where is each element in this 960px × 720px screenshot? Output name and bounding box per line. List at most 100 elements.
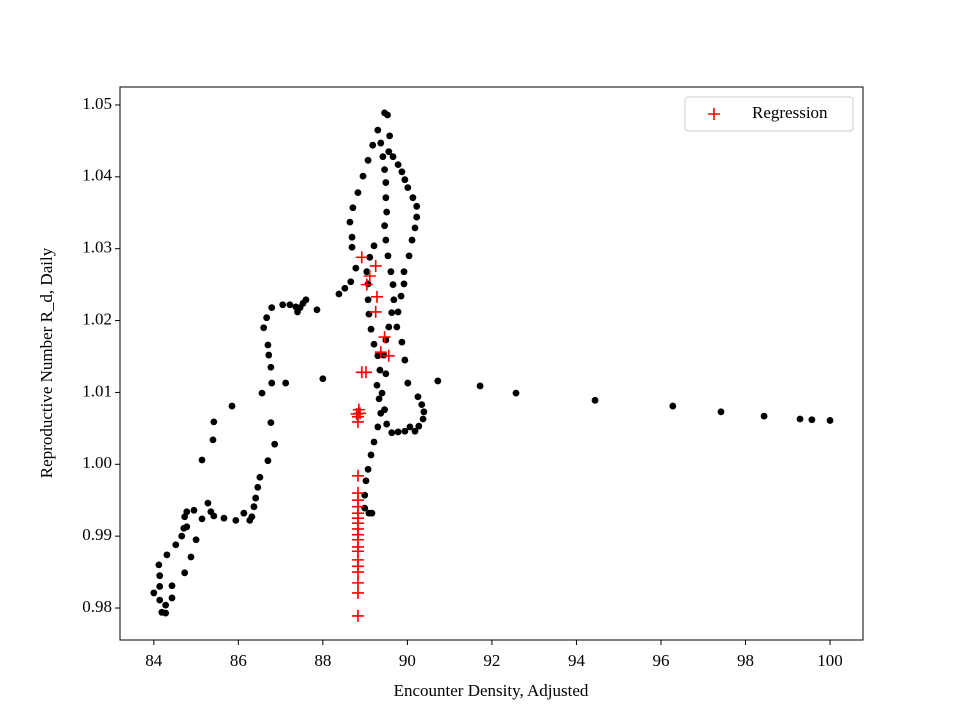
point bbox=[319, 375, 327, 383]
point bbox=[400, 280, 408, 288]
point bbox=[404, 379, 412, 387]
y-tick-label: 1.00 bbox=[82, 453, 112, 472]
point bbox=[341, 284, 349, 292]
point bbox=[351, 469, 364, 482]
point bbox=[398, 338, 406, 346]
point bbox=[379, 153, 387, 161]
y-axis-label: Reproductive Number R_d, Daily bbox=[37, 247, 56, 478]
point bbox=[418, 401, 426, 409]
point bbox=[374, 346, 387, 359]
point bbox=[369, 305, 382, 318]
point bbox=[155, 561, 163, 569]
point bbox=[366, 253, 374, 261]
point bbox=[210, 418, 218, 426]
point bbox=[267, 363, 275, 371]
point bbox=[369, 259, 382, 272]
point bbox=[364, 465, 372, 473]
point bbox=[370, 340, 378, 348]
point bbox=[263, 314, 271, 322]
point bbox=[383, 208, 391, 216]
point bbox=[389, 153, 397, 161]
point bbox=[363, 270, 376, 283]
point bbox=[156, 596, 164, 604]
point bbox=[240, 509, 248, 517]
point bbox=[162, 609, 170, 617]
point bbox=[183, 523, 191, 531]
point bbox=[268, 379, 276, 387]
point bbox=[401, 356, 409, 364]
point bbox=[382, 179, 390, 186]
x-axis-label: Encounter Density, Adjusted bbox=[394, 681, 589, 700]
y-tick-label: 0.98 bbox=[82, 597, 112, 616]
point bbox=[258, 389, 266, 397]
point bbox=[383, 420, 391, 428]
point bbox=[279, 301, 287, 309]
point bbox=[347, 278, 355, 286]
point bbox=[368, 509, 376, 517]
point bbox=[385, 323, 393, 331]
x-tick-label: 94 bbox=[568, 651, 586, 670]
point bbox=[826, 417, 834, 424]
point bbox=[796, 415, 804, 423]
point bbox=[476, 382, 484, 390]
point bbox=[264, 457, 272, 465]
point bbox=[232, 516, 240, 524]
point bbox=[404, 184, 412, 192]
y-tick-label: 1.03 bbox=[82, 238, 112, 257]
point bbox=[388, 309, 396, 317]
point bbox=[250, 503, 258, 511]
point bbox=[415, 422, 423, 430]
point bbox=[394, 308, 402, 316]
point bbox=[363, 268, 371, 276]
legend-marker bbox=[708, 108, 720, 120]
point bbox=[393, 323, 401, 331]
point bbox=[351, 586, 364, 599]
point bbox=[198, 515, 206, 523]
point bbox=[168, 582, 176, 590]
x-tick-label: 88 bbox=[314, 651, 331, 670]
point bbox=[198, 456, 206, 464]
y-tick-label: 1.04 bbox=[82, 166, 112, 185]
point bbox=[413, 213, 421, 221]
point bbox=[355, 251, 368, 264]
point bbox=[267, 419, 275, 427]
point bbox=[360, 278, 373, 291]
point bbox=[254, 483, 262, 491]
point bbox=[394, 161, 402, 169]
point bbox=[348, 243, 356, 251]
point bbox=[359, 366, 372, 379]
point bbox=[352, 264, 360, 272]
point bbox=[181, 569, 189, 577]
point bbox=[390, 296, 398, 304]
point bbox=[419, 415, 427, 423]
point bbox=[260, 324, 268, 332]
point bbox=[352, 403, 365, 416]
point bbox=[268, 304, 276, 312]
point bbox=[411, 427, 419, 435]
point bbox=[591, 396, 599, 404]
point bbox=[409, 194, 417, 202]
point bbox=[378, 331, 391, 344]
point bbox=[669, 402, 677, 410]
point bbox=[386, 132, 394, 140]
legend: Regression bbox=[684, 96, 854, 132]
point bbox=[271, 440, 279, 448]
point bbox=[377, 409, 385, 417]
point bbox=[406, 423, 414, 431]
point bbox=[382, 194, 390, 202]
x-tick-label: 92 bbox=[483, 651, 500, 670]
point bbox=[381, 222, 388, 230]
point bbox=[387, 268, 395, 276]
point bbox=[351, 576, 364, 589]
point bbox=[388, 429, 396, 437]
point bbox=[401, 176, 409, 184]
point bbox=[398, 168, 406, 176]
point bbox=[354, 189, 362, 197]
point bbox=[256, 473, 264, 481]
x-tick-label: 100 bbox=[817, 651, 843, 670]
point bbox=[335, 290, 343, 298]
point bbox=[178, 532, 186, 540]
point bbox=[228, 402, 236, 410]
point bbox=[362, 477, 370, 485]
point bbox=[282, 379, 290, 387]
